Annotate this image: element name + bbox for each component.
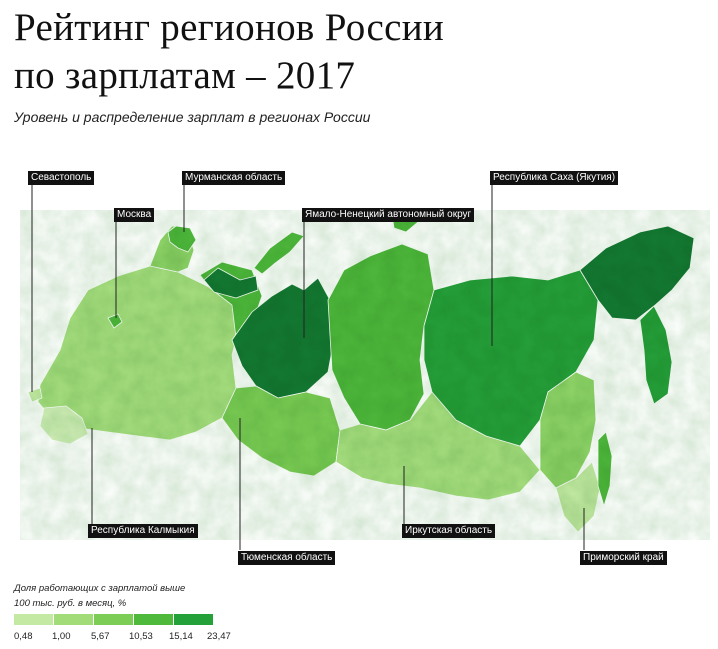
- legend-tick: 0,48: [14, 631, 33, 642]
- legend-tick: 15,14: [169, 631, 193, 642]
- map-relief-texture: [20, 210, 710, 540]
- callout-yamal: Ямало-Ненецкий автономный округ: [302, 208, 475, 222]
- page-title: Рейтинг регионов России по зарплатам – 2…: [14, 4, 444, 100]
- legend-swatch-5: [174, 614, 213, 625]
- title-line-1: Рейтинг регионов России: [14, 6, 445, 49]
- legend-swatch-2: [54, 614, 93, 625]
- legend-swatch-3: [94, 614, 133, 625]
- callout-yakutia: Республика Саха (Якутия): [490, 171, 619, 185]
- legend-swatch-1: [14, 614, 53, 625]
- legend-color-scale: [14, 614, 214, 625]
- callout-primorsky: Приморский край: [580, 551, 667, 565]
- legend-title: Доля работающих с зарплатой выше 100 тыс…: [14, 583, 186, 609]
- page-subtitle: Уровень и распределение зарплат в регион…: [14, 109, 371, 125]
- callout-leaders: [31, 184, 585, 550]
- legend-tick: 5,67: [91, 631, 110, 642]
- legend-tick: 1,00: [52, 631, 71, 642]
- callout-sevastopol: Севастополь: [28, 171, 95, 185]
- legend-tick: 23,47: [207, 631, 231, 642]
- legend-swatch-4: [134, 614, 173, 625]
- callout-tyumen: Тюменская область: [238, 551, 336, 565]
- callout-moscow: Москва: [114, 208, 155, 222]
- callout-murmansk: Мурманская область: [182, 171, 286, 185]
- legend-tick: 10,53: [129, 631, 153, 642]
- title-line-2: по зарплатам – 2017: [14, 54, 356, 97]
- callout-irkutsk: Иркутская область: [402, 524, 496, 538]
- callout-kalmykia: Республика Калмыкия: [88, 524, 198, 538]
